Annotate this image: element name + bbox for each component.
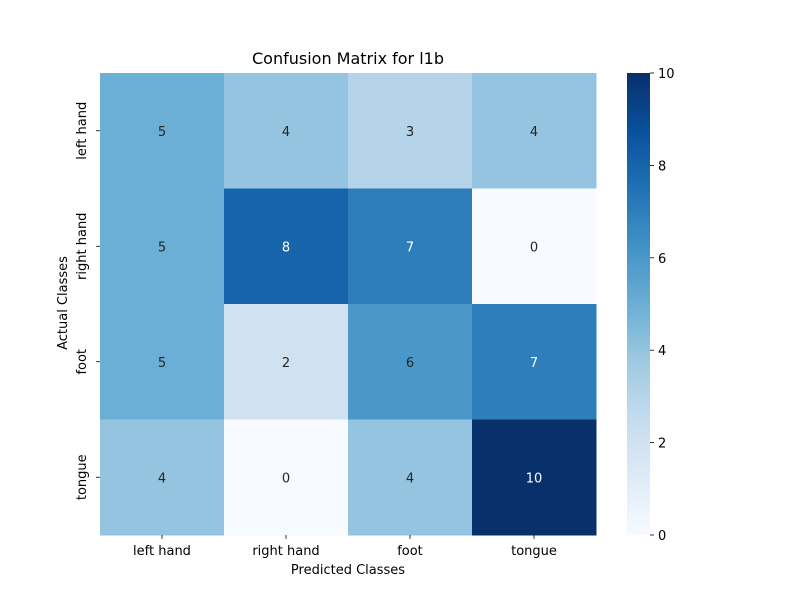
heatmap-cell-r1-c2 xyxy=(348,188,473,305)
heatmap-cell-value-r2-c0: 5 xyxy=(158,356,166,371)
heatmap-cell-r0-c0 xyxy=(100,73,225,189)
heatmap-cell-r2-c1 xyxy=(224,304,349,420)
heatmap-cell-value-r1-c3: 0 xyxy=(530,240,538,255)
heatmap-cell-value-r0-c0: 5 xyxy=(158,125,166,140)
x-tick-label-0: left hand xyxy=(133,544,191,559)
heatmap-cell-r1-c0 xyxy=(100,188,225,305)
heatmap-cell-r3-c3 xyxy=(472,419,597,536)
y-axis-ticks: left hand right hand foot tongue xyxy=(75,102,100,500)
x-axis-ticks: left hand right hand foot tongue xyxy=(133,535,557,559)
heatmap-cell-r1-c1 xyxy=(224,188,349,305)
heatmap-cell-value-r3-c0: 4 xyxy=(158,471,166,486)
heatmap-cell-r0-c1 xyxy=(224,73,349,189)
heatmap-cell-value-r0-c1: 4 xyxy=(282,125,290,140)
heatmap-cell-value-r1-c1: 8 xyxy=(282,240,290,255)
heatmap-cell-r1-c3 xyxy=(472,188,597,305)
y-tick-label-0: left hand xyxy=(75,102,90,160)
heatmap-cell-value-r2-c2: 6 xyxy=(406,356,414,371)
y-tick-label-3: tongue xyxy=(75,454,90,500)
colorbar-tick-label-1: 2 xyxy=(658,437,666,452)
heatmap-cell-value-r2-c1: 2 xyxy=(282,356,290,371)
colorbar xyxy=(627,73,650,535)
heatmap-cell-value-r0-c3: 4 xyxy=(530,125,538,140)
y-axis-label: Actual Classes xyxy=(56,256,71,350)
heatmap-cell-r3-c0 xyxy=(100,419,225,536)
y-tick-label-1: right hand xyxy=(75,213,90,280)
heatmap-cell-value-r0-c2: 3 xyxy=(406,125,414,140)
heatmap-cell-value-r2-c3: 7 xyxy=(530,356,538,371)
heatmap-cell-value-r1-c2: 7 xyxy=(406,240,414,255)
colorbar-ticks: 0 2 4 6 8 10 xyxy=(650,67,675,544)
heatmap-grid: 5 4 3 4 5 8 7 0 5 2 6 7 4 0 4 10 xyxy=(100,73,597,536)
x-tick-label-3: tongue xyxy=(511,544,557,559)
heatmap-cell-r2-c0 xyxy=(100,304,225,420)
heatmap-cell-r0-c3 xyxy=(472,73,597,189)
x-tick-label-1: right hand xyxy=(252,544,319,559)
colorbar-tick-label-2: 4 xyxy=(658,344,666,359)
colorbar-tick-label-4: 8 xyxy=(658,159,666,174)
x-axis-label: Predicted Classes xyxy=(291,563,405,578)
heatmap-cell-r2-c2 xyxy=(348,304,473,420)
heatmap-cell-value-r1-c0: 5 xyxy=(158,240,166,255)
heatmap-cell-r0-c2 xyxy=(348,73,473,189)
y-tick-label-2: foot xyxy=(75,349,90,375)
chart-title: Confusion Matrix for l1b xyxy=(252,49,444,68)
heatmap-cell-value-r3-c3: 10 xyxy=(526,471,543,486)
x-tick-label-2: foot xyxy=(397,544,423,559)
heatmap-cell-value-r3-c2: 4 xyxy=(406,471,414,486)
heatmap-cell-r3-c1 xyxy=(224,419,349,536)
heatmap-cell-r3-c2 xyxy=(348,419,473,536)
colorbar-tick-label-3: 6 xyxy=(658,252,666,267)
colorbar-tick-label-0: 0 xyxy=(658,529,666,544)
heatmap-cell-value-r3-c1: 0 xyxy=(282,471,290,486)
colorbar-tick-label-5: 10 xyxy=(658,67,675,82)
heatmap-cell-r2-c3 xyxy=(472,304,597,420)
